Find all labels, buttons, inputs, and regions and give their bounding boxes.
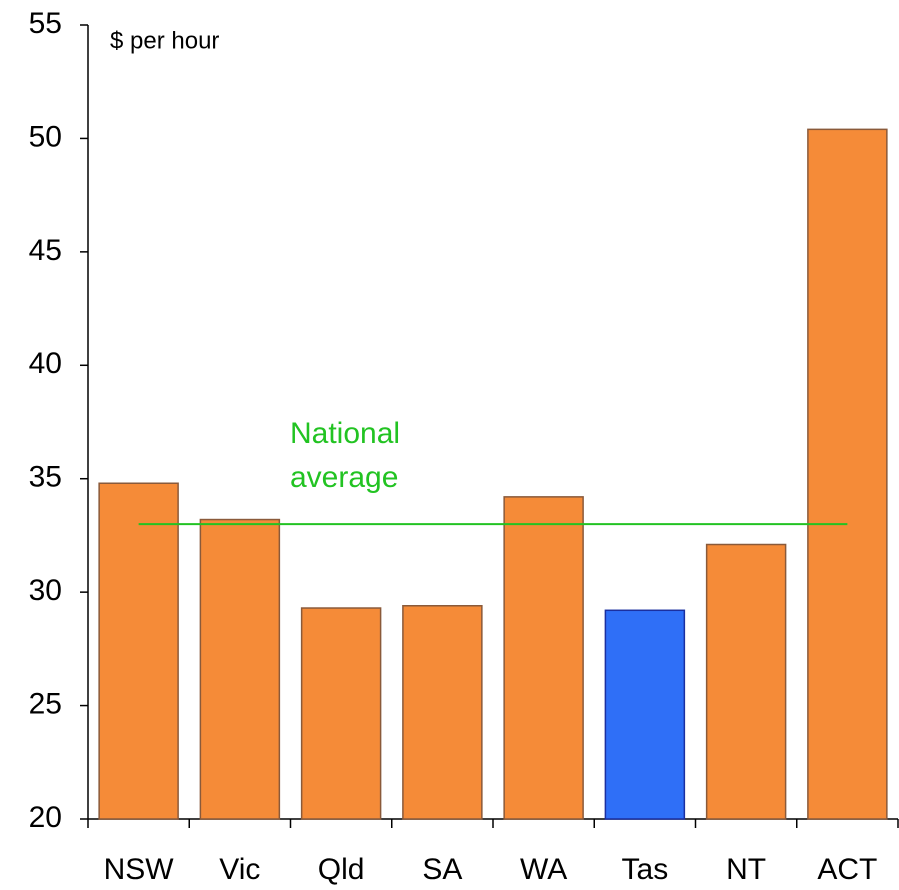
y-tick-label: 35 [29,461,62,494]
bar [705,543,787,820]
x-tick-label: SA [422,853,462,886]
x-tick-label: NT [726,853,766,886]
bar [402,605,483,820]
bar [604,609,686,820]
reference-label: average [290,461,398,494]
bar [98,482,179,820]
x-tick-label: Vic [219,853,260,886]
bar [199,518,281,820]
y-tick-label: 55 [29,7,62,40]
y-tick-label: 40 [29,347,62,380]
bar [503,496,584,820]
x-tick-label: ACT [817,853,877,886]
bar [807,128,888,820]
chart-title: $ per hour [110,27,219,54]
reference-label: National [290,417,400,450]
bar [300,607,382,820]
x-tick-label: NSW [104,853,175,886]
y-tick-label: 50 [29,120,62,153]
x-tick-label: Qld [318,853,365,886]
y-tick-label: 30 [29,574,62,607]
x-tick-label: WA [520,853,567,886]
y-tick-label: 45 [29,234,62,267]
x-tick-label: Tas [622,853,669,886]
y-tick-label: 25 [29,687,62,720]
y-tick-label: 20 [29,801,62,834]
